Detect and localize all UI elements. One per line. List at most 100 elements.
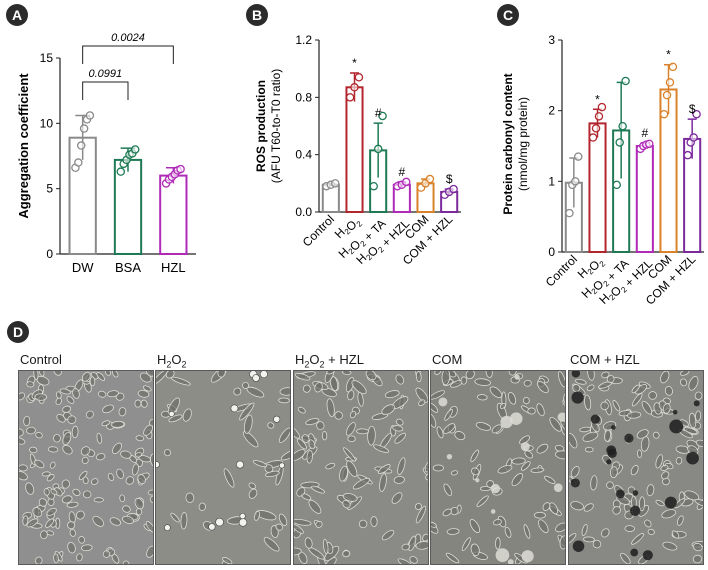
cell (66, 501, 79, 508)
cell (569, 432, 578, 449)
bar-h2o2 (345, 86, 364, 213)
cell (122, 515, 135, 524)
cell (431, 521, 437, 528)
round-cell (278, 462, 285, 469)
cell (664, 386, 673, 396)
panel-b-ylabel-line2: (AFU T60-to-T0 ratio) (269, 69, 283, 183)
cell (78, 536, 86, 544)
cell (381, 404, 396, 416)
cell (450, 470, 459, 476)
cell (104, 371, 112, 376)
cell (252, 460, 268, 468)
cell (379, 473, 387, 492)
cell (221, 557, 233, 564)
cell (425, 473, 428, 481)
y-tick-label: 2 (548, 104, 555, 118)
cell (431, 390, 446, 400)
cell (671, 530, 680, 539)
significance-bracket (82, 45, 174, 64)
cell (524, 450, 534, 459)
cell (434, 371, 442, 376)
data-point (668, 62, 678, 72)
cell (655, 454, 663, 469)
x-tick-label: DW (72, 260, 94, 275)
cell (19, 437, 26, 445)
cell (381, 529, 395, 541)
cell (76, 553, 83, 562)
cell (96, 453, 106, 461)
cell (555, 450, 565, 460)
round-cell (236, 460, 244, 469)
cell (415, 371, 422, 383)
data-point (665, 78, 675, 87)
cell (112, 371, 119, 378)
p-value-label: 0.0991 (89, 68, 123, 80)
cell (695, 410, 702, 422)
data-point (378, 111, 387, 121)
cell (246, 386, 265, 398)
cell (523, 379, 532, 387)
crystal-cluster (686, 451, 699, 465)
cell (495, 537, 501, 550)
cell (485, 371, 493, 378)
cell (694, 498, 703, 507)
cell (367, 425, 376, 446)
significance-marker: $ (689, 102, 696, 116)
cell (431, 402, 439, 413)
cell (563, 393, 565, 407)
cell (62, 405, 72, 413)
cell (555, 522, 565, 533)
cell (612, 505, 621, 515)
cell (441, 371, 451, 386)
cell (583, 536, 595, 543)
cell (118, 407, 127, 417)
micrograph-texture (431, 371, 565, 564)
cell (19, 392, 26, 401)
cell (688, 376, 699, 391)
cell (59, 388, 71, 395)
panel-a-badge (6, 4, 28, 26)
bar-hzl (159, 174, 188, 256)
cell (53, 434, 61, 443)
data-point (130, 145, 140, 154)
cell (610, 466, 618, 479)
cell (263, 537, 280, 552)
data-point (350, 83, 359, 92)
cell (471, 467, 480, 476)
cell (35, 556, 43, 564)
cell (660, 465, 669, 471)
cell (306, 450, 313, 464)
data-point (618, 121, 627, 131)
cell (569, 533, 577, 546)
cell (474, 378, 491, 386)
cell (322, 538, 329, 554)
cell (61, 479, 70, 489)
cell (294, 547, 302, 556)
cell (55, 397, 62, 406)
panel-c-ylabel-line2: (nmol/mg protein) (516, 97, 530, 191)
crystal-cluster (514, 374, 520, 380)
cell (145, 521, 153, 533)
cell (96, 432, 102, 444)
cell (519, 435, 531, 445)
cell (67, 541, 76, 554)
cell (342, 371, 352, 375)
cell (185, 492, 195, 503)
cell (19, 428, 24, 437)
cell (644, 519, 652, 528)
cell (586, 384, 595, 392)
data-point (116, 167, 126, 176)
cell (661, 509, 677, 519)
round-cell (168, 410, 175, 417)
cell (92, 515, 105, 527)
cell (81, 544, 93, 552)
round-cell (208, 523, 216, 531)
micrograph-texture (156, 371, 290, 564)
cell (264, 470, 280, 478)
cell (544, 475, 556, 484)
cell (96, 372, 106, 381)
cell (392, 425, 404, 432)
cell (168, 414, 183, 423)
cell (692, 542, 703, 552)
cell (112, 442, 123, 455)
